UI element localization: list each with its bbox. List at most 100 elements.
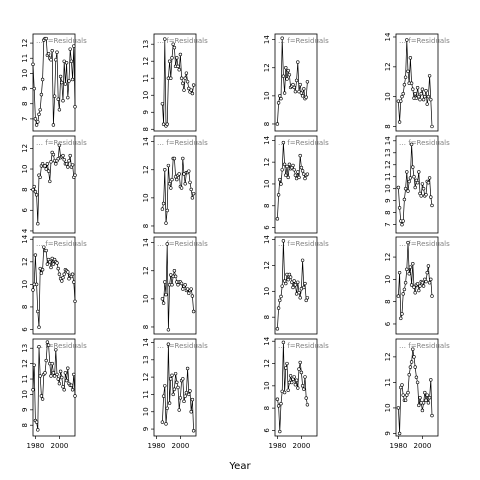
data-point: [293, 383, 298, 387]
y-tick-label: 8: [384, 124, 392, 128]
data-point: [38, 374, 42, 378]
y-tick-label: 10: [142, 294, 150, 303]
data-point: [36, 309, 40, 314]
data-point: [49, 160, 53, 164]
panel-strip-label: … f=Residuals: [157, 342, 208, 350]
data-point: [424, 398, 428, 402]
data-point: [275, 217, 280, 221]
data-point: [56, 97, 60, 101]
data-point: [300, 384, 305, 388]
y-tick-label: 10: [384, 92, 392, 101]
data-point: [49, 374, 53, 378]
data-point: [300, 258, 305, 262]
data-point: [57, 143, 62, 147]
y-tick-label: 12: [142, 57, 150, 66]
data-point: [40, 77, 45, 82]
y-tick-label: 10: [384, 275, 392, 284]
data-point: [291, 285, 295, 290]
series-line: [398, 39, 433, 127]
data-point: [405, 170, 409, 174]
data-point: [420, 182, 425, 186]
data-point: [189, 187, 193, 192]
data-point: [165, 208, 169, 213]
data-point: [411, 165, 415, 169]
y-tick-label: 6: [21, 208, 29, 213]
data-point: [421, 97, 426, 102]
data-point: [304, 396, 308, 400]
data-point: [188, 389, 192, 393]
panel-grid: … f=Residuals 7 8 9 10 11 12 … f=Residuals 8 9 10 1…: [21, 32, 450, 450]
data-point: [408, 265, 413, 269]
y-tick-label: 14: [142, 337, 150, 346]
data-point: [191, 83, 196, 87]
data-point: [172, 269, 177, 273]
y-tick-label: 8: [21, 101, 29, 105]
data-point: [402, 197, 407, 202]
panel-frame: [274, 338, 318, 437]
data-point: [70, 272, 75, 276]
data-point: [299, 91, 304, 95]
data-point: [42, 245, 46, 249]
y-tick-label: 9: [142, 427, 150, 431]
data-point: [278, 429, 282, 434]
data-point: [399, 99, 403, 103]
y-tick-label: 8: [142, 224, 150, 228]
panel-frame: [395, 33, 439, 132]
panel-strip-label: … f=Residuals: [157, 139, 208, 147]
data-point: [187, 169, 191, 173]
data-point: [167, 182, 172, 186]
data-point: [420, 87, 425, 91]
data-point: [280, 168, 284, 172]
series-line: [162, 158, 194, 224]
data-point: [60, 80, 64, 85]
data-point: [420, 281, 425, 285]
x-tick-label: 1980: [26, 442, 44, 450]
data-point: [175, 380, 179, 385]
data-point: [407, 373, 411, 377]
data-point: [285, 361, 289, 366]
data-point: [166, 342, 171, 346]
data-point: [176, 283, 180, 287]
data-point: [66, 270, 70, 274]
data-point: [304, 95, 308, 99]
panel-strip-label: … f=Residuals: [157, 240, 208, 248]
data-point: [160, 102, 165, 106]
data-point: [407, 272, 411, 276]
data-point: [281, 140, 286, 145]
y-tick-label: 10: [263, 381, 271, 390]
y-tick-label: 12: [142, 266, 150, 275]
y-tick-label: 14: [263, 135, 271, 144]
y-tick-label: 11: [142, 74, 150, 83]
panel-strip-label: … f=Residuals: [399, 37, 450, 45]
data-point: [424, 279, 428, 284]
data-point: [39, 394, 44, 398]
data-point: [164, 221, 168, 225]
data-point: [400, 312, 404, 316]
data-point: [413, 365, 417, 369]
panel-frame: [153, 236, 197, 335]
data-point: [73, 105, 77, 109]
y-tick-label: 10: [21, 69, 29, 78]
data-point: [430, 203, 434, 208]
data-point: [298, 153, 302, 158]
data-point: [418, 396, 422, 400]
panel-frame: [32, 33, 76, 132]
data-point: [31, 388, 35, 392]
data-point: [48, 260, 52, 264]
y-tick-label: 9: [384, 431, 392, 435]
y-tick-label: 8: [263, 315, 271, 319]
data-point: [276, 193, 281, 197]
data-point: [288, 374, 293, 378]
series-line: [277, 38, 308, 125]
data-point: [280, 284, 284, 288]
y-tick-label: 11: [21, 375, 29, 384]
data-point: [187, 291, 191, 295]
data-point: [181, 156, 185, 161]
data-point: [281, 340, 286, 345]
data-point: [43, 164, 47, 168]
data-point: [66, 366, 70, 370]
data-point: [57, 272, 62, 276]
panel-frame: [153, 338, 197, 437]
data-point: [177, 172, 181, 176]
data-point: [406, 69, 410, 74]
